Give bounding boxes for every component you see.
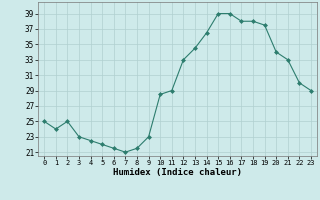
X-axis label: Humidex (Indice chaleur): Humidex (Indice chaleur) (113, 168, 242, 177)
